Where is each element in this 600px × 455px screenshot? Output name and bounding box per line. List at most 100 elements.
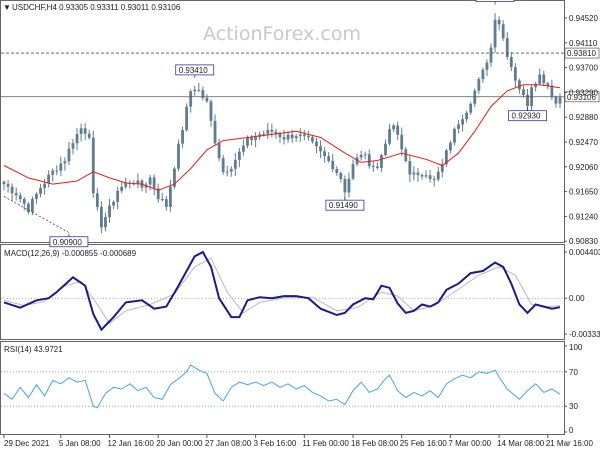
candle-body — [286, 134, 290, 140]
candle-body — [359, 154, 363, 158]
candle-body — [270, 129, 274, 132]
candle-body — [225, 171, 229, 173]
macd-signal-line — [3, 257, 561, 325]
support-trendline — [3, 196, 70, 233]
candle-body — [396, 125, 400, 135]
price-level-tag — [564, 47, 600, 59]
candle-body — [534, 83, 538, 88]
candle-body — [380, 155, 383, 168]
candle-body — [489, 47, 493, 63]
candle-body — [302, 134, 306, 136]
candle-body — [18, 195, 22, 200]
candle-body — [509, 56, 513, 68]
candle-body — [120, 186, 124, 191]
candle-body — [371, 166, 375, 168]
annotation-label: 0.94590 — [479, 0, 508, 2]
rsi-title: RSI(14) 43.9721 — [4, 345, 63, 354]
candle-body — [388, 129, 391, 144]
candle-body — [331, 160, 335, 170]
candle-body — [526, 94, 529, 107]
candle-body — [400, 134, 404, 150]
candle-body — [339, 172, 343, 179]
x-tick-label: 21 Mar 16:00 — [546, 439, 594, 448]
candle-body — [26, 203, 30, 213]
x-tick-label: 29 Dec 2021 — [4, 439, 50, 448]
macd-layer: MACD(12,26,9) -0.000855 -0.000689 — [1, 249, 564, 332]
candle-body — [213, 120, 217, 144]
x-tick-label: 20 Jan 00:00 — [156, 439, 203, 448]
candle-body — [315, 141, 318, 147]
price-level-tag — [564, 91, 600, 103]
macd-line — [3, 250, 561, 332]
candle-body — [485, 62, 489, 70]
candle-body — [148, 177, 152, 185]
candle-body — [39, 187, 42, 194]
rsi-y-tick-label: 0 — [569, 426, 574, 435]
candle-body — [424, 175, 428, 177]
candle-body — [327, 156, 331, 161]
rsi-y-tick-label: 30 — [569, 402, 578, 411]
candle-body — [542, 74, 546, 84]
x-tick-label: 12 Jan 16:00 — [108, 439, 155, 448]
candle-body — [83, 128, 87, 134]
candle-body — [449, 142, 452, 151]
candle-body — [323, 151, 327, 157]
candle-body — [181, 130, 184, 144]
candle-body — [177, 143, 180, 169]
price-y-tick-label: 0.91650 — [569, 188, 598, 197]
candle-body — [347, 178, 351, 193]
candle-body — [278, 133, 282, 138]
candle-body — [501, 24, 505, 39]
candle-body — [497, 19, 501, 25]
candle-body — [554, 96, 558, 104]
annotation-box — [325, 199, 365, 211]
candle-body — [436, 171, 440, 180]
candle-body — [51, 170, 55, 175]
candle-body — [152, 177, 156, 189]
x-tick-label: 11 Feb 00:00 — [302, 439, 349, 448]
annotation-label: 0.90900 — [53, 238, 82, 247]
macd-panel-frame — [0, 244, 565, 340]
candle-body — [173, 168, 176, 187]
price-y-tick-label: 0.94520 — [569, 14, 598, 23]
candle-body — [205, 97, 209, 102]
candle-body — [319, 146, 322, 152]
x-tick-label: 14 Mar 08:00 — [497, 439, 545, 448]
annotation-box — [475, 0, 515, 2]
candle-body — [298, 134, 302, 137]
candle-body — [444, 150, 448, 165]
x-tick-label: 7 Mar 00:00 — [448, 439, 491, 448]
candle-body — [550, 85, 554, 97]
candle-body — [457, 124, 460, 129]
candle-body — [250, 137, 253, 140]
candle-body — [116, 190, 120, 202]
candle-body — [221, 158, 225, 173]
candle-body — [160, 199, 164, 201]
candle-body — [6, 184, 10, 187]
candle-body — [22, 199, 26, 204]
candle-body — [294, 136, 298, 139]
candle-body — [193, 89, 197, 92]
candle-body — [392, 125, 396, 130]
rsi-layer: RSI(14) 43.9721 — [1, 345, 564, 409]
candle-body — [351, 164, 355, 179]
candle-body — [440, 164, 444, 172]
candle-body — [404, 149, 408, 162]
candle-body — [367, 154, 371, 167]
candle-body — [408, 161, 412, 175]
price-y-tick-label: 0.92880 — [569, 113, 598, 122]
candle-body — [518, 80, 521, 90]
rsi-y-tick-label: 100 — [569, 343, 583, 352]
candle-body — [201, 90, 205, 98]
candle-body — [546, 83, 550, 86]
candle-body — [185, 106, 189, 131]
candle-body — [473, 90, 477, 104]
candle-body — [79, 128, 83, 134]
candle-body — [55, 170, 59, 172]
rsi-line — [3, 364, 561, 409]
candle-body — [311, 137, 314, 142]
candle-body — [124, 182, 128, 187]
symbol-dropdown-icon[interactable]: ▼ — [3, 3, 11, 12]
annotation-box — [49, 236, 89, 248]
annotation-label: 0.91490 — [329, 201, 358, 210]
